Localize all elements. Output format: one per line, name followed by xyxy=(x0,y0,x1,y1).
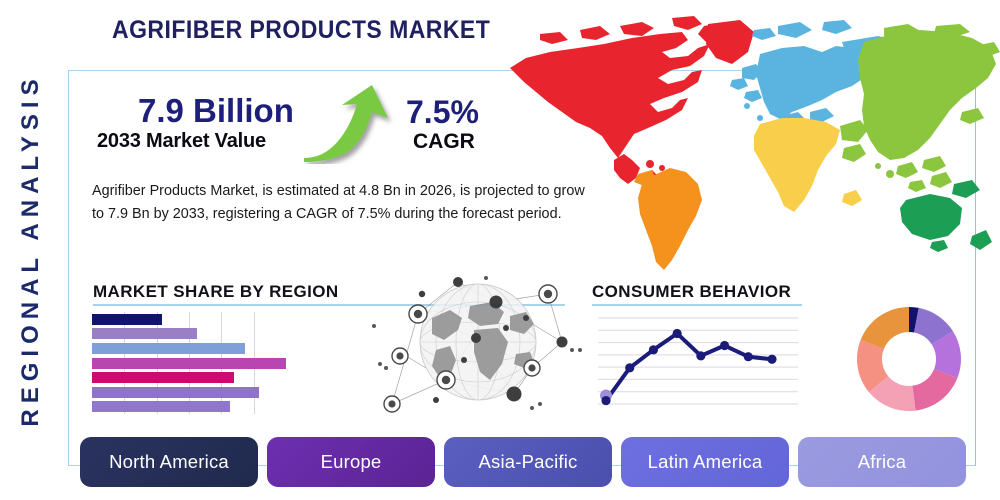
hero-stats: 7.9 Billion 2033 Market Value 7.5% CAGR xyxy=(68,92,508,172)
region-button-asia-pacific[interactable]: Asia-Pacific xyxy=(444,437,612,487)
market-value-number: 7.9 Billion xyxy=(138,92,294,129)
donut-chart-segment xyxy=(909,307,919,333)
bar-chart-bar xyxy=(92,386,259,398)
line-chart-marker xyxy=(601,395,611,406)
page-title: AGRIFIBER PRODUCTS MARKET xyxy=(112,16,491,44)
donut-chart-segment xyxy=(868,376,916,411)
bar-chart-bar xyxy=(92,342,246,354)
region-button-africa[interactable]: Africa xyxy=(798,437,966,487)
market-share-section-title: MARKET SHARE BY REGION xyxy=(93,282,339,301)
market-description: Agrifiber Products Market, is estimated … xyxy=(92,183,585,223)
line-chart-marker xyxy=(648,345,659,355)
world-map-icon xyxy=(492,8,1000,280)
line-chart-marker xyxy=(625,363,635,373)
market-share-bar-chart xyxy=(92,312,286,414)
side-label-text: REGIONAL ANALYSIS xyxy=(17,73,44,427)
region-button-europe[interactable]: Europe xyxy=(267,437,435,487)
region-button-latin-america[interactable]: Latin America xyxy=(621,437,789,487)
bar-chart-bar xyxy=(92,401,230,413)
consumer-behavior-section-title: CONSUMER BEHAVIOR xyxy=(592,282,792,301)
line-chart-marker xyxy=(767,354,777,364)
consumer-behavior-line-chart xyxy=(598,310,798,414)
donut-chart-segment xyxy=(931,331,961,379)
cagr-label: CAGR xyxy=(413,130,475,153)
regional-analysis-side-label: REGIONAL ANALYSIS xyxy=(0,0,62,500)
donut-chart-svg xyxy=(857,307,961,411)
line-chart-marker xyxy=(672,328,682,339)
line-chart-marker xyxy=(743,352,753,362)
market-value-label: 2033 Market Value xyxy=(97,130,266,152)
network-globe-icon xyxy=(366,268,590,420)
donut-chart-segment xyxy=(857,339,889,393)
region-nav-bar: North America Europe Asia-Pacific Latin Ame… xyxy=(80,437,980,487)
line-chart-svg xyxy=(598,317,798,406)
donut-chart-segment xyxy=(860,307,909,350)
donut-chart-segment xyxy=(912,368,958,411)
cagr-number: 7.5% xyxy=(406,94,479,130)
bar-chart-bar xyxy=(92,313,162,325)
bar-chart-bar xyxy=(92,328,197,340)
bar-chart-bar xyxy=(92,357,286,369)
donut-chart-segment xyxy=(914,307,953,345)
line-chart-marker xyxy=(719,340,730,351)
growth-arrow-icon xyxy=(302,84,398,164)
regional-donut-chart xyxy=(855,305,963,413)
region-button-north-america[interactable]: North America xyxy=(80,437,258,487)
consumer-behavior-divider xyxy=(592,304,802,306)
line-chart-marker xyxy=(696,351,706,361)
market-share-divider xyxy=(93,304,565,306)
bar-chart-bar xyxy=(92,372,234,384)
